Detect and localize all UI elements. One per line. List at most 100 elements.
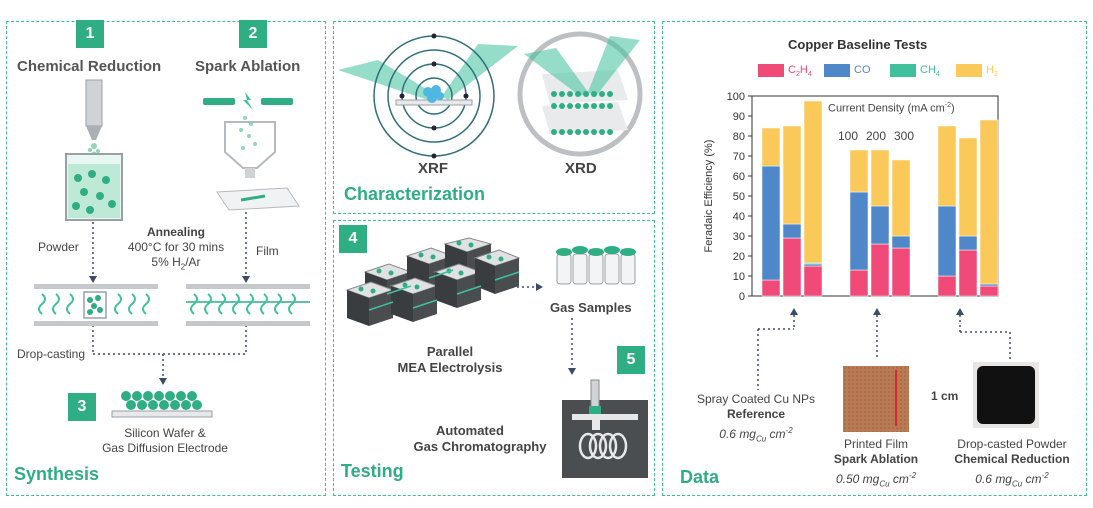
sample1-line1: Spray Coated Cu NPs xyxy=(696,392,816,406)
legend-swatch-co xyxy=(824,64,850,77)
sample2-line1: Printed Film xyxy=(843,437,908,451)
powder-square xyxy=(977,366,1035,424)
data-panel xyxy=(662,21,1087,496)
film-label: Film xyxy=(256,244,279,258)
mea-cells-illustration xyxy=(345,237,521,326)
testing-connectors xyxy=(512,283,576,375)
step-1-badge: 1 xyxy=(76,20,104,48)
sample3-line2: Chemical Reduction xyxy=(954,452,1070,466)
gde-powder-schematic xyxy=(34,284,158,326)
spark-ablation-illustration xyxy=(203,92,300,211)
sample1-loading: 0.6 mgCu cm-2 xyxy=(686,426,826,443)
y-tick-label: 20 xyxy=(733,251,745,263)
legend-swatch-ch4 xyxy=(890,64,916,77)
y-tick-label: 30 xyxy=(733,231,745,243)
substrate-line2: Gas Diffusion Electrode xyxy=(102,441,228,455)
scale-label: 1 cm xyxy=(931,389,959,403)
y-axis-label: Feradaic Efficiency (%) xyxy=(703,140,715,253)
annealing-gas: 5% H2/Ar xyxy=(136,255,216,271)
density-200-label: 200 xyxy=(866,129,887,143)
xrf-label: XRF xyxy=(418,160,448,177)
legend-swatch-c2h4 xyxy=(758,64,784,77)
y-tick-label: 70 xyxy=(733,151,745,163)
bar-segment-h2 xyxy=(761,127,781,167)
legend-label-c2h4: C2H4 xyxy=(788,64,812,79)
bar-segment-h2 xyxy=(782,125,802,225)
step-2-badge: 2 xyxy=(239,20,267,48)
stacked-bar-chart: 0 10 20 30 40 50 60 70 80 90 100 Feradaic Efficienc… xyxy=(703,91,999,303)
printed-film-sample-image xyxy=(843,366,909,432)
sample1-line2: Reference xyxy=(726,407,786,421)
gas-samples-label: Gas Samples xyxy=(550,300,632,315)
xrd-illustration xyxy=(517,31,643,157)
annealing-temp: 400°C for 30 mins xyxy=(127,240,225,254)
gas-samples-illustration xyxy=(556,246,636,285)
bar-segment-h2 xyxy=(979,119,999,285)
sample1-loading-unit: cm xyxy=(766,427,786,441)
substrate-illustration xyxy=(111,391,213,418)
sample3-loading-sup: -2 xyxy=(1041,471,1049,480)
annealing-gas-sub: 2 xyxy=(180,262,186,272)
drop-casting-label: Drop-casting xyxy=(17,347,86,361)
sample3-line1: Drop-casted Powder xyxy=(957,437,1067,451)
gc-label-line1: Automated xyxy=(436,423,504,438)
sample2-loading: 0.50 mgCu cm-2 xyxy=(806,471,946,488)
data-title: Data xyxy=(680,467,720,487)
sample3-loading-text: 0.6 mg xyxy=(975,472,1012,486)
y-tick-label: 100 xyxy=(727,91,745,103)
gde-film-schematic xyxy=(186,284,310,326)
synthesis-connectors xyxy=(89,212,250,385)
sample2-loading-unit: cm xyxy=(889,472,909,486)
sample2-loading-sub: Cu xyxy=(879,479,890,489)
current-density-sup: -2 xyxy=(944,102,951,109)
density-300-label: 300 xyxy=(894,129,915,143)
testing-panel xyxy=(333,220,655,496)
gc-instrument-illustration xyxy=(562,379,648,478)
sample3-loading-sub: Cu xyxy=(1011,479,1023,489)
density-100-label: 100 xyxy=(838,129,859,143)
spark-ablation-label: Spark Ablation xyxy=(195,58,301,75)
sample2-line2: Spark Ablation xyxy=(833,452,919,466)
annealing-gas-rest: /Ar xyxy=(185,255,201,269)
synthesis-panel xyxy=(6,21,326,496)
synthesis-title: Synthesis xyxy=(14,464,100,484)
gc-label-line2: Gas Chromatography xyxy=(413,439,547,454)
sample2-loading-text: 0.50 mg xyxy=(835,472,880,486)
current-density-end: ) xyxy=(950,102,955,115)
testing-title: Testing xyxy=(341,461,404,481)
drop-casted-sample-image xyxy=(973,362,1039,428)
y-tick-label: 40 xyxy=(733,211,745,223)
sample1-loading-sup: -2 xyxy=(785,426,793,435)
chart-title: Copper Baseline Tests xyxy=(788,37,928,52)
sample3-loading: 0.6 mgCu cm-2 xyxy=(944,471,1080,488)
bar-segment-h2 xyxy=(849,149,869,193)
characterization-panel xyxy=(333,21,655,214)
annealing-label: Annealing xyxy=(146,225,205,239)
xrf-illustration xyxy=(338,33,518,159)
y-tick-label: 90 xyxy=(733,111,745,123)
powder-label: Powder xyxy=(38,240,79,254)
bar-segment-h2 xyxy=(891,159,911,237)
xrd-label: XRD xyxy=(565,160,597,177)
y-tick-label: 60 xyxy=(733,171,745,183)
step-3-badge: 3 xyxy=(68,393,96,421)
data-connectors xyxy=(757,308,1011,390)
y-tick-label: 0 xyxy=(739,291,745,303)
y-tick-label: 80 xyxy=(733,131,745,143)
legend-swatch-h2 xyxy=(956,64,982,77)
film-edge-line xyxy=(895,370,897,426)
step-4-badge: 4 xyxy=(339,225,367,253)
legend-label-h2: H2 xyxy=(986,64,998,79)
current-density-text: Current Density (mA cm xyxy=(828,102,945,115)
mea-label-line2: MEA Electrolysis xyxy=(397,360,503,375)
bar-segment-h2 xyxy=(958,137,978,237)
legend-label-co: CO xyxy=(854,64,871,76)
annealing-gas-text: 5% H xyxy=(151,255,181,269)
bar-segment-h2 xyxy=(937,125,957,207)
chemical-reduction-label: Chemical Reduction xyxy=(17,58,162,75)
substrate-line1: Silicon Wafer & xyxy=(124,426,206,440)
mea-label-line1: Parallel xyxy=(426,344,474,359)
chemical-reduction-illustration xyxy=(65,79,123,221)
sample2-loading-sup: -2 xyxy=(908,471,917,480)
y-tick-label: 10 xyxy=(733,271,745,283)
